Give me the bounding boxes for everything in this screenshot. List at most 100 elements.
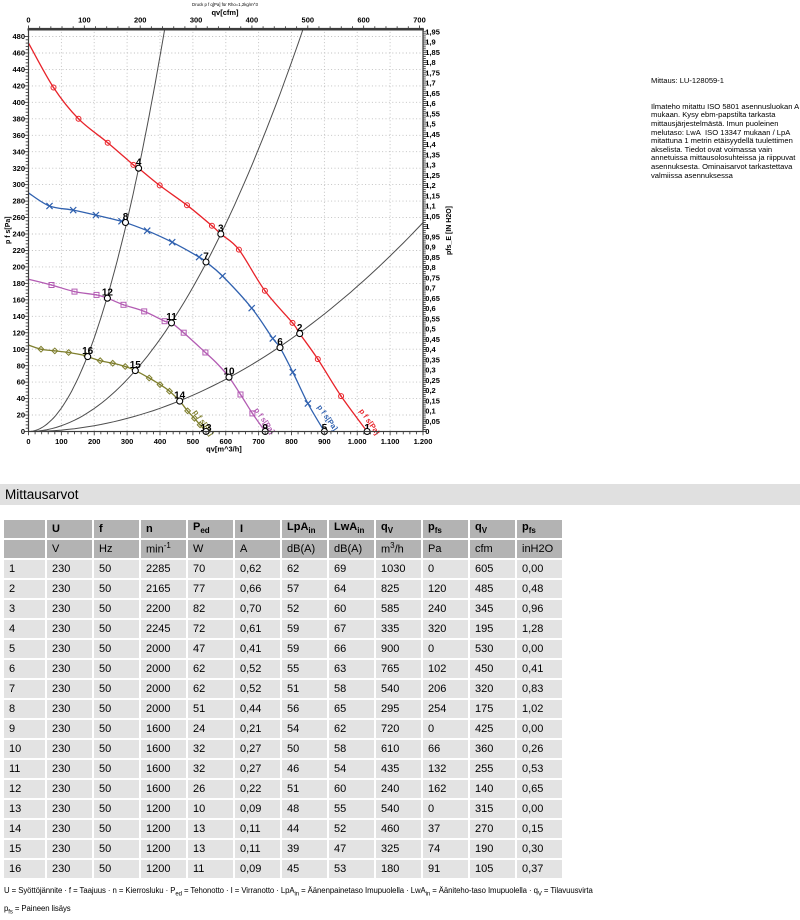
svg-text:120: 120 (12, 328, 25, 337)
svg-text:1,5: 1,5 (425, 120, 435, 129)
svg-text:380: 380 (12, 114, 25, 123)
svg-text:7: 7 (203, 251, 209, 262)
svg-text:0: 0 (21, 427, 25, 436)
svg-text:700: 700 (413, 16, 426, 25)
svg-text:200: 200 (12, 263, 25, 272)
svg-text:500: 500 (302, 16, 315, 25)
svg-text:Druck p f q[Pa] für Rho=1,2kg/: Druck p f q[Pa] für Rho=1,2kg/m^3 (192, 2, 259, 7)
svg-text:400: 400 (154, 437, 167, 446)
svg-text:0,4: 0,4 (425, 345, 436, 354)
svg-text:1,55: 1,55 (425, 109, 440, 118)
svg-text:1,1: 1,1 (425, 202, 435, 211)
svg-text:1.000: 1.000 (348, 437, 367, 446)
svg-text:3: 3 (218, 223, 224, 234)
svg-text:0,25: 0,25 (425, 376, 440, 385)
svg-text:220: 220 (12, 246, 25, 255)
svg-text:180: 180 (12, 279, 25, 288)
svg-text:300: 300 (121, 437, 134, 446)
svg-text:1,2: 1,2 (425, 181, 435, 190)
svg-text:420: 420 (12, 82, 25, 91)
svg-text:1,3: 1,3 (425, 161, 435, 170)
svg-text:700: 700 (252, 437, 265, 446)
svg-text:320: 320 (12, 164, 25, 173)
svg-text:1,9: 1,9 (425, 38, 435, 47)
svg-text:60: 60 (17, 378, 25, 387)
svg-text:140: 140 (12, 312, 25, 321)
svg-text:6: 6 (277, 337, 283, 348)
svg-text:40: 40 (17, 394, 25, 403)
svg-text:p f s[Pa]: p f s[Pa] (315, 403, 340, 433)
svg-text:8: 8 (123, 212, 129, 223)
svg-text:11: 11 (166, 312, 177, 323)
svg-text:440: 440 (12, 65, 25, 74)
svg-text:600: 600 (220, 437, 233, 446)
svg-text:0,95: 0,95 (425, 232, 440, 241)
svg-text:1,6: 1,6 (425, 99, 435, 108)
svg-text:12: 12 (102, 288, 114, 299)
svg-text:1: 1 (425, 222, 429, 231)
svg-text:100: 100 (55, 437, 68, 446)
svg-text:1,85: 1,85 (425, 48, 440, 57)
svg-text:0,1: 0,1 (425, 407, 435, 416)
svg-text:0,3: 0,3 (425, 366, 435, 375)
svg-text:1,8: 1,8 (425, 58, 435, 67)
svg-text:0,5: 0,5 (425, 325, 435, 334)
svg-text:10: 10 (223, 367, 235, 378)
svg-text:1,75: 1,75 (425, 68, 440, 77)
svg-text:pfs_E [IN H2O]: pfs_E [IN H2O] (446, 206, 453, 255)
svg-text:240: 240 (12, 230, 25, 239)
svg-text:1,95: 1,95 (425, 27, 440, 36)
svg-text:1.100: 1.100 (381, 437, 400, 446)
svg-text:280: 280 (12, 197, 25, 206)
svg-text:80: 80 (17, 361, 25, 370)
svg-text:0,45: 0,45 (425, 335, 440, 344)
svg-text:0,85: 0,85 (425, 253, 440, 262)
svg-text:1,15: 1,15 (425, 191, 440, 200)
svg-text:300: 300 (190, 16, 203, 25)
svg-text:1,7: 1,7 (425, 79, 435, 88)
svg-text:15: 15 (130, 360, 142, 371)
svg-text:1,35: 1,35 (425, 150, 440, 159)
svg-text:900: 900 (318, 437, 331, 446)
svg-text:340: 340 (12, 147, 25, 156)
svg-text:1.200: 1.200 (414, 437, 433, 446)
svg-text:100: 100 (12, 345, 25, 354)
svg-text:300: 300 (12, 180, 25, 189)
svg-text:0,35: 0,35 (425, 355, 440, 364)
svg-text:400: 400 (246, 16, 259, 25)
svg-text:800: 800 (285, 437, 298, 446)
svg-text:200: 200 (134, 16, 147, 25)
svg-text:160: 160 (12, 295, 25, 304)
svg-text:500: 500 (187, 437, 200, 446)
svg-text:600: 600 (357, 16, 370, 25)
svg-text:0: 0 (26, 437, 30, 446)
svg-text:260: 260 (12, 213, 25, 222)
svg-text:p f s[Pa]: p f s[Pa] (5, 216, 12, 244)
svg-text:0,6: 0,6 (425, 304, 435, 313)
svg-text:2: 2 (297, 323, 303, 334)
svg-text:0,9: 0,9 (425, 243, 435, 252)
svg-text:4: 4 (136, 158, 142, 169)
svg-text:0,15: 0,15 (425, 396, 440, 405)
svg-text:0,55: 0,55 (425, 314, 440, 323)
svg-text:qv[m^3/h]: qv[m^3/h] (206, 445, 242, 454)
svg-text:0,8: 0,8 (425, 263, 435, 272)
svg-text:20: 20 (17, 411, 25, 420)
svg-text:1,45: 1,45 (425, 130, 440, 139)
svg-text:400: 400 (12, 98, 25, 107)
svg-text:0,7: 0,7 (425, 284, 435, 293)
svg-text:qv[cfm]: qv[cfm] (211, 8, 239, 17)
svg-text:1,25: 1,25 (425, 171, 440, 180)
svg-text:0,2: 0,2 (425, 386, 435, 395)
svg-text:1,4: 1,4 (425, 140, 436, 149)
svg-text:360: 360 (12, 131, 25, 140)
svg-text:100: 100 (78, 16, 91, 25)
svg-text:0: 0 (26, 16, 30, 25)
svg-text:460: 460 (12, 49, 25, 58)
svg-text:200: 200 (88, 437, 101, 446)
svg-text:0,75: 0,75 (425, 273, 440, 282)
svg-text:480: 480 (12, 32, 25, 41)
svg-text:0: 0 (425, 427, 429, 436)
svg-text:16: 16 (82, 346, 94, 357)
svg-text:0,05: 0,05 (425, 417, 440, 426)
